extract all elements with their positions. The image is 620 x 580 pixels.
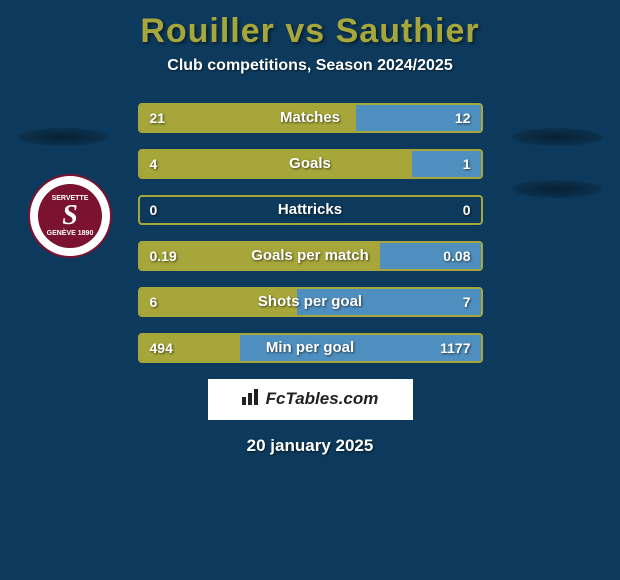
player-left-shadow xyxy=(18,128,108,146)
comparison-subtitle: Club competitions, Season 2024/2025 xyxy=(0,57,620,103)
brand-box: FcTables.com xyxy=(208,379,413,420)
player-right-shadow-2 xyxy=(512,180,602,198)
stat-value-right: 7 xyxy=(463,289,471,315)
comparison-title: Rouiller vs Sauthier xyxy=(0,0,620,57)
stat-label: Shots per goal xyxy=(140,289,481,315)
stat-value-right: 12 xyxy=(455,105,471,131)
chart-bars-icon xyxy=(242,389,262,410)
stat-row: Shots per goal6 7 xyxy=(138,287,483,317)
stat-value-left: 21 xyxy=(150,105,166,131)
stat-value-left: 6 xyxy=(150,289,158,315)
stat-label: Hattricks xyxy=(140,197,481,223)
stat-label: Min per goal xyxy=(140,335,481,361)
stat-value-right: 1 xyxy=(463,151,471,177)
stat-row: Min per goal494 1177 xyxy=(138,333,483,363)
stat-row: Matches21 12 xyxy=(138,103,483,133)
stat-value-left: 4 xyxy=(150,151,158,177)
stat-row: Hattricks0 0 xyxy=(138,195,483,225)
club-badge-letter: S xyxy=(62,202,78,230)
stat-value-left: 0 xyxy=(150,197,158,223)
stat-value-right: 0 xyxy=(463,197,471,223)
stat-row: Goals4 1 xyxy=(138,149,483,179)
club-badge-inner: SERVETTE S GENÈVE 1890 xyxy=(38,184,102,248)
stat-value-right: 0.08 xyxy=(443,243,470,269)
stat-value-right: 1177 xyxy=(440,335,470,361)
club-badge: SERVETTE S GENÈVE 1890 xyxy=(28,174,112,258)
stat-value-left: 0.19 xyxy=(150,243,177,269)
stat-label: Goals per match xyxy=(140,243,481,269)
stat-label: Goals xyxy=(140,151,481,177)
stat-row: Goals per match0.19 0.08 xyxy=(138,241,483,271)
date-text: 20 january 2025 xyxy=(0,436,620,456)
player-right-shadow xyxy=(512,128,602,146)
stats-bars: Matches21 12 Goals4 1 Hattricks0 0 Goals per m… xyxy=(138,103,483,363)
stat-label: Matches xyxy=(140,105,481,131)
brand-text: FcTables.com xyxy=(266,389,379,408)
club-badge-top-text: SERVETTE xyxy=(52,195,89,202)
stat-value-left: 494 xyxy=(150,335,173,361)
club-badge-bottom-text: GENÈVE 1890 xyxy=(47,230,94,237)
